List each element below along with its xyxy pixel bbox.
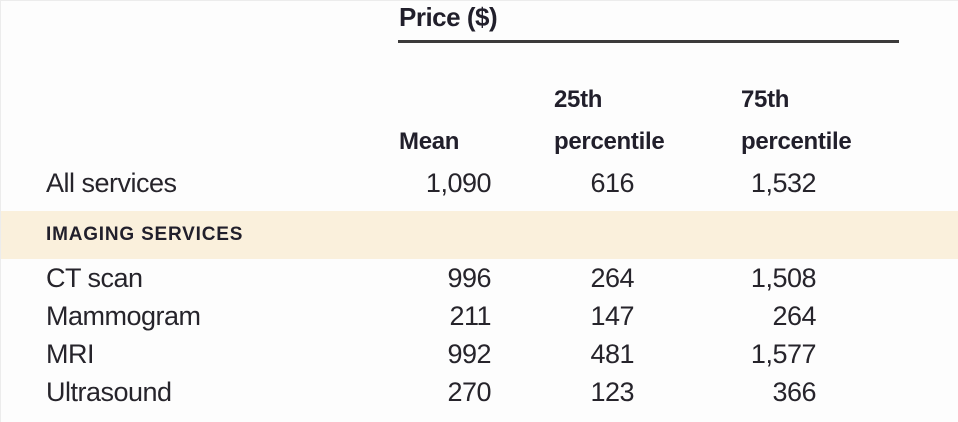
imaging-services-section-label: IMAGING SERVICES — [46, 224, 244, 245]
table-row-all-services: All services 1,090 616 1,532 — [1, 161, 958, 205]
25th-percentile-value: 147 — [590, 300, 634, 331]
75th-percentile-value: 1,532 — [750, 167, 817, 198]
column-header-25th-percentile: 25th percentile — [554, 79, 741, 163]
mean-value: 1,090 — [425, 167, 492, 198]
column-header-75th-percentile: 75th percentile — [741, 79, 958, 163]
price-spanner-rule — [398, 40, 899, 43]
table-row-ct-scan: CT scan 996 264 1,508 — [1, 259, 958, 297]
column-header-25th-line1: 25th — [554, 86, 603, 113]
column-header-75th-line1: 75th — [741, 86, 790, 113]
75th-percentile-value: 1,577 — [750, 338, 817, 369]
mean-value: 270 — [447, 376, 491, 407]
mean-value: 996 — [447, 262, 491, 293]
column-header-25th-line2: percentile — [554, 128, 665, 155]
mean-value: 211 — [449, 300, 491, 331]
75th-percentile-value: 366 — [772, 376, 816, 407]
service-name: Mammogram — [46, 300, 201, 331]
25th-percentile-value: 616 — [590, 167, 634, 198]
column-header-mean-label: Mean — [399, 128, 460, 155]
table-row-ultrasound: Ultrasound 270 123 366 — [1, 373, 958, 411]
mean-value: 992 — [447, 338, 491, 369]
25th-percentile-value: 264 — [590, 262, 634, 293]
column-header-row: Mean 25th percentile 75th percentile — [1, 67, 958, 163]
service-name: All services — [46, 167, 177, 198]
service-name: MRI — [46, 338, 95, 369]
column-header-75th-line2: percentile — [741, 128, 852, 155]
column-header-mean: Mean — [399, 121, 554, 163]
25th-percentile-value: 481 — [590, 338, 634, 369]
imaging-services-section-band: IMAGING SERVICES — [1, 211, 958, 259]
25th-percentile-value: 123 — [590, 376, 634, 407]
75th-percentile-value: 264 — [772, 300, 816, 331]
service-name: CT scan — [46, 262, 143, 293]
price-spanner-title: Price ($) — [399, 2, 498, 32]
table-row-mammogram: Mammogram 211 147 264 — [1, 297, 958, 335]
75th-percentile-value: 1,508 — [750, 262, 817, 293]
service-name: Ultrasound — [46, 376, 172, 407]
table-row-mri: MRI 992 481 1,577 — [1, 335, 958, 373]
